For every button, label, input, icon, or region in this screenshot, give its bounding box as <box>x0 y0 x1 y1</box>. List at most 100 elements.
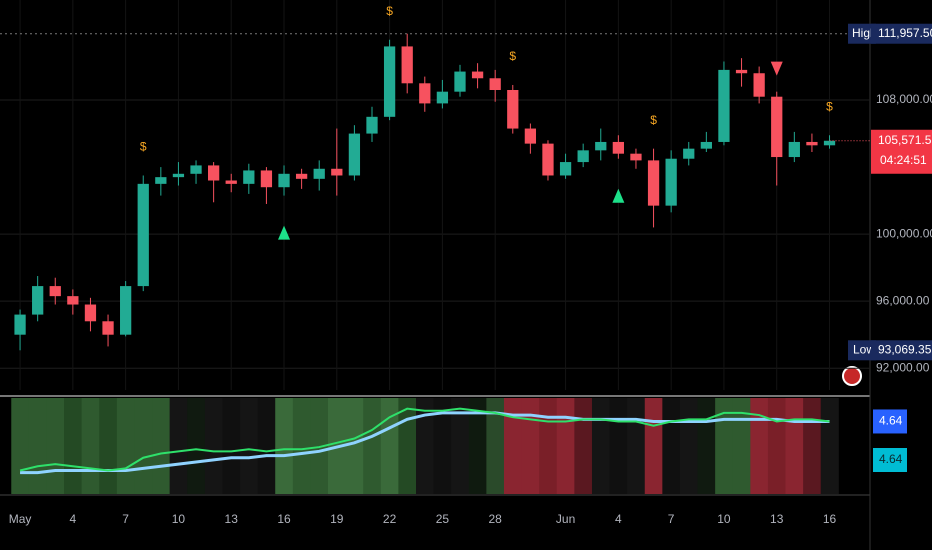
indicator-band <box>240 398 259 494</box>
candle-body <box>559 162 572 176</box>
indicator-band <box>662 398 681 494</box>
candle-body <box>806 141 818 146</box>
indicator-band <box>750 398 769 494</box>
y-tick-label: 100,000.00 <box>876 226 932 240</box>
indicator-band <box>204 398 223 494</box>
candle-body <box>260 170 273 188</box>
candle-body <box>331 168 343 176</box>
x-tick-label: May <box>9 512 32 526</box>
candle-body <box>155 177 167 184</box>
indicator-band <box>292 398 311 494</box>
candle-body <box>823 140 836 146</box>
indicator-line <box>20 411 830 475</box>
x-tick-label: 28 <box>489 512 503 526</box>
x-tick-label: 4 <box>70 512 77 526</box>
indicator-band <box>345 398 364 494</box>
signal-label: $ <box>386 4 393 18</box>
indicator-band <box>275 398 294 494</box>
candle-body <box>14 314 26 335</box>
high-tag <box>848 23 876 44</box>
x-tick-label: 16 <box>823 512 837 526</box>
indicator-band <box>820 398 839 494</box>
indicator-band <box>503 398 523 494</box>
x-tick-label: 19 <box>330 512 344 526</box>
indicator-band <box>521 398 540 494</box>
candle-body <box>700 141 712 149</box>
indicator-band <box>697 398 716 494</box>
high-box <box>871 23 932 44</box>
candle-body <box>278 173 290 188</box>
candle-body <box>366 116 378 134</box>
indicator-band <box>644 398 663 494</box>
signal-label: $ <box>826 99 833 113</box>
candle-body <box>102 321 114 335</box>
indicator-band <box>116 398 135 494</box>
candle-body <box>665 158 677 206</box>
candle-body <box>49 286 61 297</box>
indicator-band <box>433 398 452 494</box>
indicator-value-box <box>873 448 907 472</box>
indicator-band <box>380 398 399 494</box>
indicator-band <box>767 398 787 494</box>
x-tick-label: 7 <box>122 512 129 526</box>
candle-body <box>436 91 449 104</box>
indicator-band <box>363 398 382 494</box>
candle-body <box>190 165 202 174</box>
candle-body <box>753 73 765 97</box>
candle-body <box>225 180 237 184</box>
x-tick-label: 4 <box>615 512 622 526</box>
indicator-band <box>732 398 751 494</box>
countdown: 04:24:51 <box>880 153 927 167</box>
buy-signal <box>278 225 291 240</box>
candle-body <box>612 141 624 154</box>
low-tag-label: Low <box>853 342 875 356</box>
candle-body <box>788 141 800 158</box>
candle-body <box>471 71 484 79</box>
candle-body <box>489 78 501 90</box>
indicator-band <box>486 398 505 494</box>
indicator-band <box>415 398 435 494</box>
candle-body <box>577 150 589 163</box>
indicator-band <box>539 398 558 494</box>
indicator-band <box>785 398 804 494</box>
logo-icon[interactable] <box>842 366 862 386</box>
low-tag <box>848 340 876 361</box>
candle-body <box>401 46 413 84</box>
indicator-band <box>715 398 734 494</box>
candle-body <box>67 296 79 305</box>
candle-body <box>32 286 44 315</box>
indicator-band <box>11 398 30 494</box>
x-tick-label: 25 <box>436 512 450 526</box>
candle-body <box>595 141 607 151</box>
candle-body <box>771 96 783 158</box>
indicator-line <box>19 407 830 472</box>
x-tick-label: 13 <box>770 512 784 526</box>
x-tick-label: 7 <box>668 512 675 526</box>
indicator-band <box>187 398 206 494</box>
candle-body <box>542 143 554 176</box>
candle-body <box>419 83 431 104</box>
indicator-band <box>222 398 241 494</box>
indicator-band <box>468 398 487 494</box>
x-tick-label: 16 <box>277 512 291 526</box>
indicator-value: 4.64 <box>879 452 903 466</box>
x-tick-label: 22 <box>383 512 397 526</box>
candle-body <box>735 69 748 74</box>
x-tick-label: Jun <box>556 512 575 526</box>
candle-body <box>84 304 97 322</box>
y-tick-label: 108,000.00 <box>876 92 932 106</box>
indicator-value-box <box>873 409 907 434</box>
candle-body <box>718 69 730 142</box>
candle-body <box>243 170 255 184</box>
low-box <box>871 340 932 361</box>
candle-body <box>383 46 396 117</box>
indicator-band <box>679 398 699 494</box>
candle-body <box>524 128 537 144</box>
candle-body <box>313 168 325 179</box>
indicator-band <box>627 398 646 494</box>
indicator-band <box>556 398 575 494</box>
signal-label: $ <box>650 113 657 127</box>
indicator-band <box>99 398 118 494</box>
x-tick-label: 10 <box>717 512 731 526</box>
